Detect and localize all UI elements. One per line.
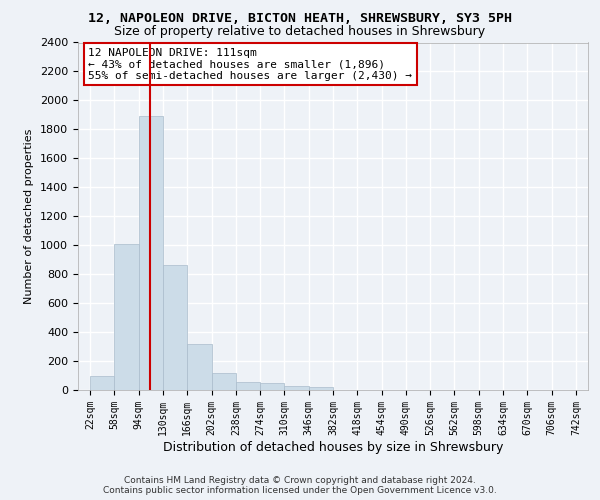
Bar	[90, 376, 115, 390]
Text: Size of property relative to detached houses in Shrewsbury: Size of property relative to detached ho…	[115, 25, 485, 38]
Bar	[309, 387, 333, 390]
Text: 12 NAPOLEON DRIVE: 111sqm
← 43% of detached houses are smaller (1,896)
55% of se: 12 NAPOLEON DRIVE: 111sqm ← 43% of detac…	[88, 48, 412, 81]
Bar	[212, 374, 236, 390]
Text: Contains HM Land Registry data © Crown copyright and database right 2024.
Contai: Contains HM Land Registry data © Crown c…	[103, 476, 497, 495]
Bar	[236, 382, 260, 390]
Bar	[163, 266, 187, 390]
Y-axis label: Number of detached properties: Number of detached properties	[25, 128, 34, 304]
Bar	[187, 344, 212, 390]
Bar	[260, 383, 284, 390]
Bar	[115, 244, 139, 390]
Text: 12, NAPOLEON DRIVE, BICTON HEATH, SHREWSBURY, SY3 5PH: 12, NAPOLEON DRIVE, BICTON HEATH, SHREWS…	[88, 12, 512, 24]
X-axis label: Distribution of detached houses by size in Shrewsbury: Distribution of detached houses by size …	[163, 440, 503, 454]
Bar	[284, 386, 309, 390]
Bar	[139, 116, 163, 390]
